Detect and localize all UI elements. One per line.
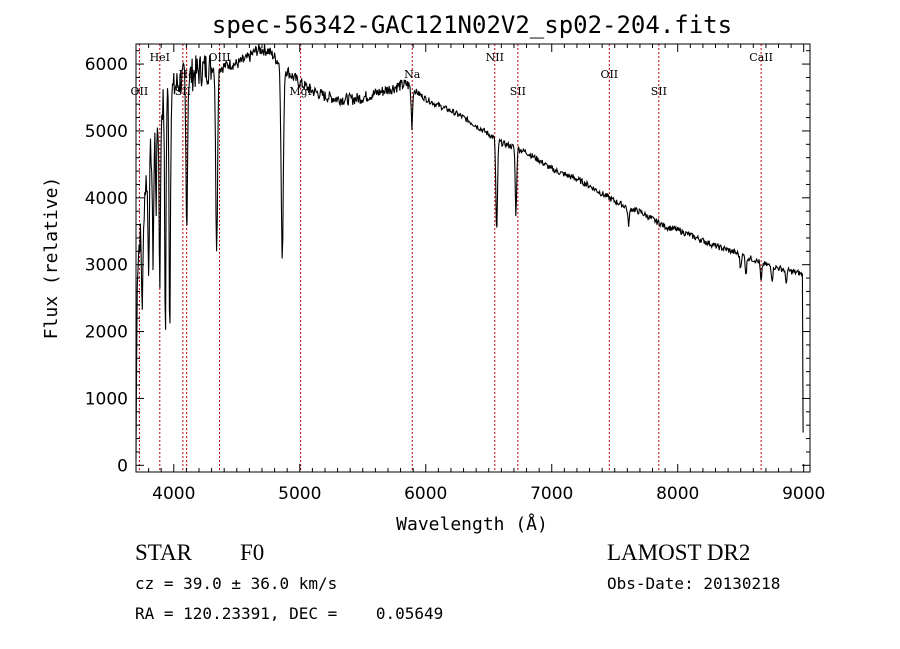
x-tick-label: 7000 bbox=[530, 484, 573, 504]
x-tick-label: 6000 bbox=[404, 484, 447, 504]
object-subclass: F0 bbox=[240, 540, 265, 565]
line-marker-label: NII bbox=[486, 51, 504, 64]
x-tick-label: 4000 bbox=[152, 484, 195, 504]
y-tick-label: 0 bbox=[117, 456, 128, 476]
line-marker-label: HeI bbox=[150, 51, 170, 64]
object-class: STAR bbox=[135, 540, 192, 565]
y-tick-label: 3000 bbox=[85, 256, 128, 276]
plot-frame bbox=[135, 43, 811, 473]
x-tick-label: 9000 bbox=[782, 484, 825, 504]
coordinates: RA = 120.23391, DEC = 0.05649 bbox=[135, 604, 444, 623]
line-marker-label: SII bbox=[510, 85, 526, 98]
y-axis: 0 1000 2000 3000 4000 5000 6000 bbox=[85, 50, 810, 476]
line-marker-label: CaII bbox=[749, 51, 773, 64]
x-axis: 4000 5000 6000 7000 8000 9000 bbox=[148, 44, 825, 504]
y-tick-label: 6000 bbox=[85, 55, 128, 75]
chart-title: spec-56342-GAC121N02V2_sp02-204.fits bbox=[212, 11, 732, 39]
y-tick-label: 1000 bbox=[85, 389, 128, 409]
line-marker-label: OII bbox=[600, 68, 618, 81]
line-marker-label: SII bbox=[651, 85, 667, 98]
x-tick-label: 8000 bbox=[656, 484, 699, 504]
redshift-value: cz = 39.0 ± 36.0 km/s bbox=[135, 574, 338, 593]
y-tick-label: 4000 bbox=[85, 189, 128, 209]
y-axis-label: Flux (relative) bbox=[41, 177, 62, 340]
y-tick-label: 5000 bbox=[85, 122, 128, 142]
line-marker-label: OII bbox=[131, 85, 149, 98]
spectrum-line bbox=[135, 44, 804, 460]
x-axis-label: Wavelength (Å) bbox=[396, 513, 548, 535]
line-marker-label: Na bbox=[404, 68, 421, 81]
observation-date: Obs-Date: 20130218 bbox=[607, 574, 781, 593]
line-marker-label: OIII bbox=[208, 51, 230, 64]
line-marker-label: MgI bbox=[289, 85, 312, 98]
survey-name: LAMOST DR2 bbox=[607, 540, 751, 565]
y-tick-label: 2000 bbox=[85, 323, 128, 343]
x-tick-label: 5000 bbox=[278, 484, 321, 504]
